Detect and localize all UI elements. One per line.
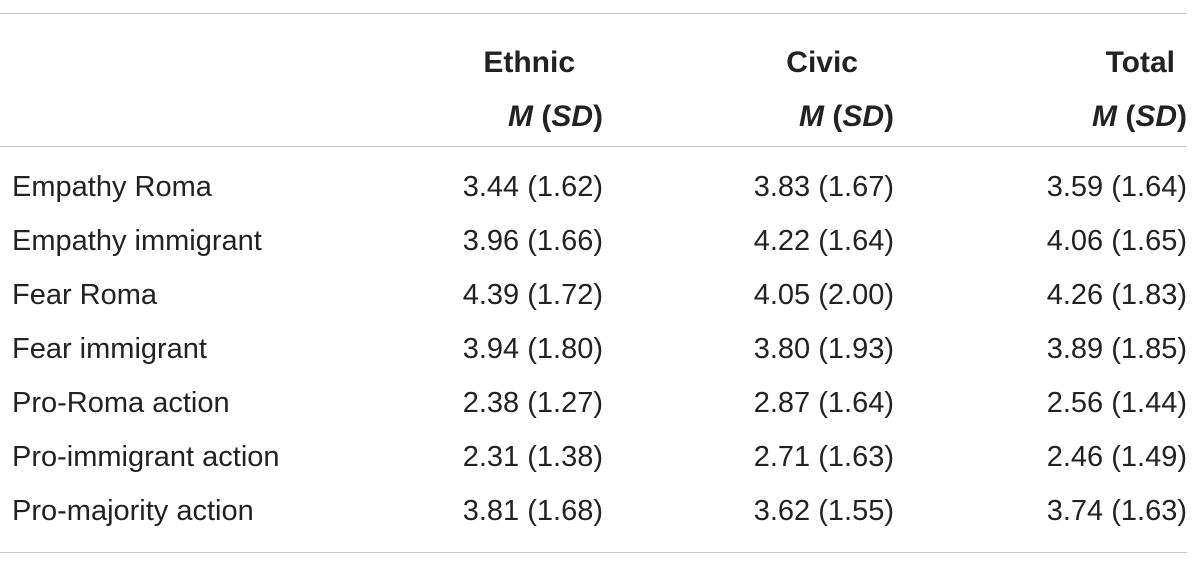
cell-ethnic: 3.94 (1.80) (462, 333, 603, 365)
column-header-civic: Civic M (SD) (786, 36, 894, 144)
cell-total: 4.06 (1.65) (1046, 225, 1187, 257)
cell-total: 2.56 (1.44) (1046, 387, 1187, 419)
cell-civic: 2.71 (1.63) (753, 441, 894, 473)
cell-ethnic: 3.44 (1.62) (462, 171, 603, 203)
cell-civic: 4.05 (2.00) (753, 279, 894, 311)
row-label: Pro-Roma action (12, 387, 230, 419)
top-rule (0, 13, 1187, 14)
column-stat-label: M (SD) (1091, 100, 1187, 133)
table-row: Fear Roma 4.39 (1.72) 4.05 (2.00) 4.26 (… (0, 268, 1187, 322)
table-row: Pro-majority action 3.81 (1.68) 3.62 (1.… (0, 484, 1187, 538)
table-row: Pro-immigrant action 2.31 (1.38) 2.71 (1… (0, 430, 1187, 484)
table-row: Empathy immigrant 3.96 (1.66) 4.22 (1.64… (0, 214, 1187, 268)
cell-ethnic: 3.81 (1.68) (462, 495, 603, 527)
row-label: Empathy Roma (12, 171, 212, 203)
cell-civic: 4.22 (1.64) (753, 225, 894, 257)
column-stat-label: M (SD) (798, 100, 894, 133)
stat-mean: M (507, 100, 533, 133)
column-stat-label: M (SD) (507, 100, 603, 133)
row-label: Empathy immigrant (12, 225, 262, 257)
cell-total: 4.26 (1.83) (1046, 279, 1187, 311)
table-body: Empathy Roma 3.44 (1.62) 3.83 (1.67) 3.5… (0, 147, 1187, 552)
table-row: Fear immigrant 3.94 (1.80) 3.80 (1.93) 3… (0, 322, 1187, 376)
column-header-total: Total M (SD) (1092, 36, 1187, 144)
stat-mean: M (798, 100, 824, 133)
cell-civic: 2.87 (1.64) (753, 387, 894, 419)
cell-ethnic: 3.96 (1.66) (462, 225, 603, 257)
cell-civic: 3.62 (1.55) (753, 495, 894, 527)
table-row: Pro-Roma action 2.38 (1.27) 2.87 (1.64) … (0, 376, 1187, 430)
stat-sd: SD (842, 100, 884, 133)
cell-total: 3.89 (1.85) (1046, 333, 1187, 365)
row-label: Pro-majority action (12, 495, 254, 527)
column-header-ethnic: Ethnic M (SD) (483, 36, 603, 144)
cell-ethnic: 4.39 (1.72) (462, 279, 603, 311)
column-name: Ethnic (483, 46, 575, 79)
stat-sd: SD (1135, 100, 1177, 133)
cell-total: 2.46 (1.49) (1046, 441, 1187, 473)
cell-civic: 3.83 (1.67) (753, 171, 894, 203)
column-name: Civic (786, 46, 858, 79)
row-label: Fear immigrant (12, 333, 207, 365)
header-rule (0, 146, 1187, 147)
data-table: Ethnic M (SD) Civic M (SD) Total M (SD) … (0, 13, 1187, 553)
bottom-rule (0, 552, 1187, 553)
cell-ethnic: 2.31 (1.38) (462, 441, 603, 473)
table-header: Ethnic M (SD) Civic M (SD) Total M (SD) (0, 14, 1187, 146)
cell-civic: 3.80 (1.93) (753, 333, 894, 365)
cell-total: 3.59 (1.64) (1046, 171, 1187, 203)
column-name: Total (1105, 46, 1175, 79)
row-label: Fear Roma (12, 279, 158, 311)
cell-ethnic: 2.38 (1.27) (462, 387, 603, 419)
stat-mean: M (1091, 100, 1117, 133)
row-label: Pro-immigrant action (12, 441, 280, 473)
stat-sd: SD (551, 100, 593, 133)
table-row: Empathy Roma 3.44 (1.62) 3.83 (1.67) 3.5… (0, 160, 1187, 214)
cell-total: 3.74 (1.63) (1046, 495, 1187, 527)
